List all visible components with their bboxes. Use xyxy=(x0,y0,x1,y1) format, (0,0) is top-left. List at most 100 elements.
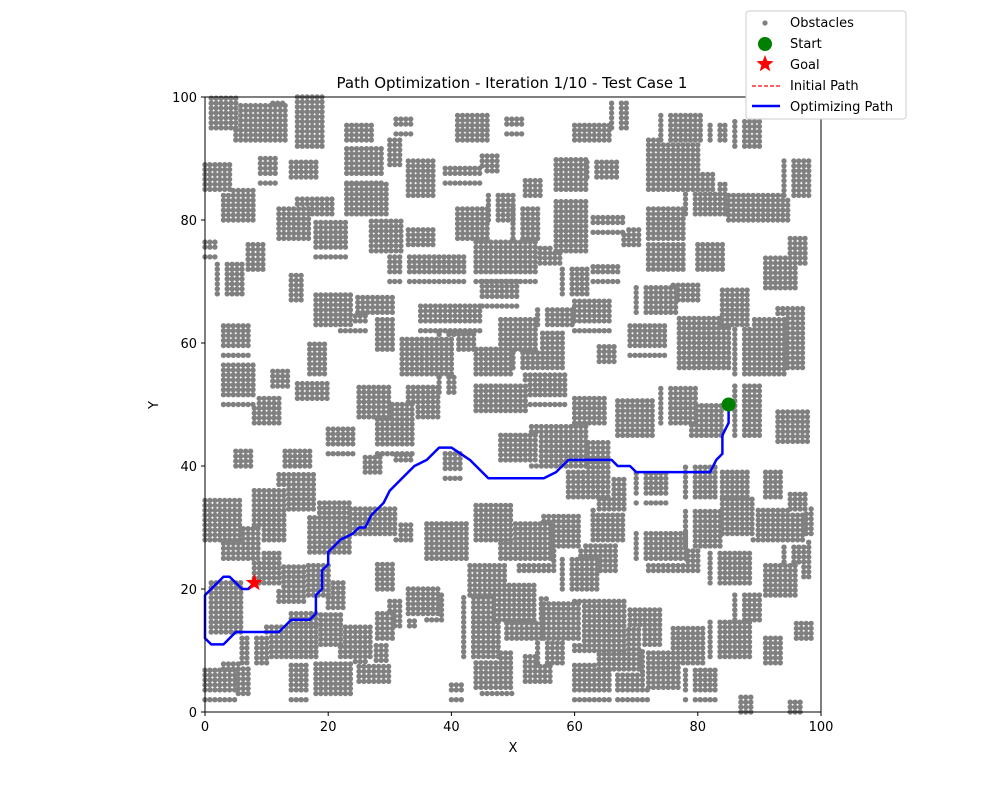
obstacle-point xyxy=(672,122,679,128)
obstacle-point xyxy=(353,132,360,138)
obstacle-point xyxy=(404,356,410,362)
obstacle-point xyxy=(504,283,510,290)
obstacle-point xyxy=(499,303,505,309)
obstacle-point xyxy=(766,346,772,352)
obstacle-point xyxy=(225,328,232,334)
obstacle-point xyxy=(323,244,329,250)
obstacle-point xyxy=(776,336,782,342)
obstacle-point xyxy=(806,163,812,169)
obstacle-point xyxy=(235,377,241,383)
obstacle-point xyxy=(330,436,336,442)
obstacle-point xyxy=(656,332,663,339)
obstacle-point xyxy=(380,384,387,390)
obstacle-point xyxy=(309,104,315,110)
obstacle-point xyxy=(701,340,707,346)
obstacle-point xyxy=(314,196,320,202)
obstacle-point xyxy=(436,374,442,381)
obstacle-point xyxy=(739,321,745,328)
obstacle-point xyxy=(430,409,436,415)
obstacle-point xyxy=(553,428,559,435)
obstacle-point xyxy=(342,321,349,328)
obstacle-point xyxy=(295,216,302,222)
obstacle-point xyxy=(430,237,436,243)
obstacle-point xyxy=(240,192,246,199)
obstacle-point xyxy=(767,494,774,500)
obstacle-point xyxy=(649,427,655,433)
obstacle-point xyxy=(713,408,719,414)
obstacle-point xyxy=(568,198,574,205)
obstacle-point xyxy=(398,238,404,244)
obstacle-point xyxy=(389,321,395,328)
obstacle-point xyxy=(257,127,264,133)
obstacle-point xyxy=(739,479,745,485)
obstacle-point xyxy=(611,353,617,360)
obstacle-point xyxy=(702,479,708,485)
obstacle-point xyxy=(586,137,593,143)
obstacle-point xyxy=(463,521,469,527)
obstacle-point xyxy=(415,399,421,405)
obstacle-point xyxy=(353,150,360,157)
obstacle-point xyxy=(235,540,241,547)
obstacle-point xyxy=(374,436,381,442)
obstacle-point xyxy=(288,164,294,170)
obstacle-point xyxy=(792,501,798,507)
obstacle-point xyxy=(419,336,425,342)
obstacle-point xyxy=(316,549,323,555)
obstacle-point xyxy=(583,423,589,430)
obstacle-point xyxy=(392,516,398,522)
obstacle-point xyxy=(222,517,228,523)
obstacle-point xyxy=(240,372,246,378)
obstacle-point xyxy=(367,459,373,465)
obstacle-point xyxy=(387,264,393,270)
obstacle-point xyxy=(756,383,763,389)
obstacle-point xyxy=(741,351,748,357)
obstacle-point xyxy=(389,316,395,323)
obstacle-point xyxy=(601,506,607,512)
obstacle-point xyxy=(348,137,355,143)
obstacle-point xyxy=(304,385,310,392)
obstacle-point xyxy=(348,191,355,197)
obstacle-point xyxy=(502,259,509,265)
obstacle-point xyxy=(606,298,612,304)
obstacle-point xyxy=(314,385,320,392)
obstacle-point xyxy=(415,237,421,243)
obstacle-point xyxy=(360,304,366,310)
obstacle-point xyxy=(708,422,715,429)
obstacle-point xyxy=(804,419,811,425)
obstacle-point xyxy=(225,382,232,388)
obstacle-point xyxy=(316,346,323,352)
obstacle-point xyxy=(245,187,251,194)
obstacle-point xyxy=(230,192,236,199)
obstacle-point xyxy=(661,337,668,344)
obstacle-point xyxy=(373,146,379,152)
obstacle-point xyxy=(680,171,686,178)
obstacle-point xyxy=(544,360,551,366)
obstacle-point xyxy=(675,287,681,293)
obstacle-point xyxy=(796,187,802,194)
obstacle-point xyxy=(393,131,399,137)
obstacle-point xyxy=(309,380,315,387)
obstacle-point xyxy=(235,372,241,378)
obstacle-point xyxy=(353,196,360,202)
obstacle-point xyxy=(626,227,632,233)
obstacle-point xyxy=(665,246,671,253)
obstacle-point xyxy=(311,544,318,550)
obstacle-point xyxy=(384,304,390,310)
obstacle-point xyxy=(420,227,426,233)
obstacle-point xyxy=(208,110,214,116)
obstacle-point xyxy=(406,254,413,260)
obstacle-point xyxy=(658,395,664,402)
obstacle-point xyxy=(502,341,509,347)
obstacle-point xyxy=(794,428,801,435)
obstacle-point xyxy=(212,166,218,173)
obstacle-point xyxy=(469,211,475,217)
obstacle-point xyxy=(634,408,641,414)
obstacle-point xyxy=(307,458,313,464)
obstacle-point xyxy=(557,401,563,408)
obstacle-point xyxy=(233,448,239,454)
obstacle-point xyxy=(366,394,372,400)
obstacle-point xyxy=(771,356,777,362)
obstacle-point xyxy=(751,432,758,438)
obstacle-point xyxy=(212,497,218,504)
obstacle-point xyxy=(680,256,686,263)
